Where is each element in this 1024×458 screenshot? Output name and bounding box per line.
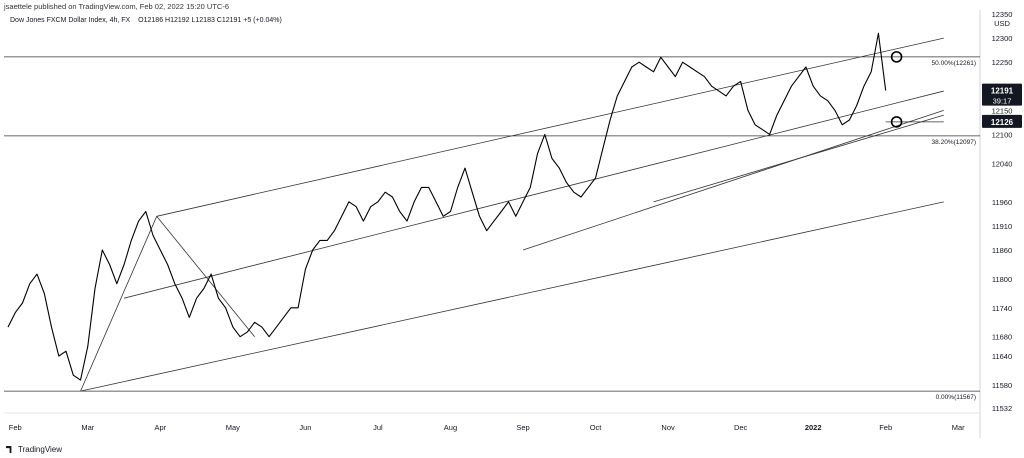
y-tick-label-3: 11680 [992, 333, 1012, 342]
price-line [7, 32, 887, 381]
y-tick-label-1: 11580 [992, 381, 1012, 390]
y-axis: USD 11532 11580 11640 11680 11740 11800 11860 11… [992, 10, 1013, 413]
footer-brand: TradingView [18, 445, 63, 454]
circle-marker-1 [890, 116, 903, 128]
y-tick-label-0: 11532 [992, 404, 1012, 413]
y-tick-label-12: 12250 [992, 58, 1013, 67]
fib-level-label-0: 50.00%(12261) [932, 60, 976, 67]
x-tick-label-10: Dec [734, 423, 748, 432]
x-tick-label-11: 2022 [805, 423, 822, 432]
symbol-name: Dow Jones FXCM Dollar Index, 4h, FX [10, 17, 131, 24]
x-tick-label-13: Mar [952, 423, 965, 432]
x-tick-label-1: Mar [81, 423, 94, 432]
footer: TradingView [6, 445, 62, 454]
y-tick-label-2: 11640 [992, 352, 1012, 361]
y-tick-label-10: 12100 [992, 130, 1013, 139]
x-tick-label-4: Jun [299, 423, 311, 432]
y-tick-label-6: 11860 [992, 246, 1012, 255]
circle-marker-0 [890, 51, 903, 63]
y-tick-label-11: 12150 [992, 106, 1013, 115]
trendline-2 [156, 37, 944, 217]
price-series [7, 32, 887, 381]
trendlines [80, 37, 944, 392]
trendline-6 [653, 114, 944, 203]
x-tick-label-9: Nov [661, 423, 675, 432]
y-tick-label-13: 12300 [992, 34, 1013, 43]
y-axis-currency: USD [994, 19, 1010, 28]
x-tick-label-0: Feb [9, 423, 22, 432]
circle-markers [890, 51, 903, 128]
fib-level-label-1: 38.20%(12097) [932, 139, 976, 146]
price-badge-1 [982, 114, 1022, 128]
price-badge-countdown-0: 39:17 [993, 97, 1012, 106]
trendline-1 [80, 216, 158, 392]
x-axis: Feb Mar Apr May Jun Jul Aug Sep Oct Nov Dec 2022 Feb… [9, 423, 965, 432]
price-badge-label-1: 12126 [991, 118, 1014, 127]
x-tick-label-2: Apr [154, 423, 166, 432]
y-tick-label-5: 11800 [992, 275, 1012, 284]
y-tick-label-8: 11960 [992, 198, 1012, 207]
y-tick-label-7: 11910 [992, 222, 1012, 231]
fib-level-label-2: 0.00%(11567) [936, 394, 976, 401]
y-tick-label-4: 11740 [992, 304, 1012, 313]
x-tick-label-12: Feb [879, 423, 892, 432]
x-tick-label-7: Sep [516, 423, 529, 432]
trendline-5 [522, 109, 944, 251]
price-badge-label-0: 12191 [991, 87, 1014, 96]
x-tick-label-5: Jul [373, 423, 383, 432]
ohlc-values: O12186 H12192 L12183 C12191 +5 (+0.04%) [138, 17, 282, 24]
fib-levels: 50.00%(12261) 38.20%(12097) 0.00%(11567) [4, 56, 980, 401]
tradingview-logo-icon [6, 446, 12, 453]
price-badge-0 [982, 83, 1022, 106]
y-tick-label-14: 12350 [992, 10, 1013, 19]
x-tick-label-8: Oct [590, 423, 603, 432]
x-tick-label-6: Aug [444, 423, 457, 432]
trendline-0 [80, 201, 944, 392]
x-tick-label-3: May [226, 423, 240, 432]
y-tick-label-9: 12040 [992, 159, 1013, 168]
trendline-4 [156, 216, 255, 337]
symbol-info: Dow Jones FXCM Dollar Index, 4h, FX O121… [10, 17, 282, 24]
trendline-3 [123, 90, 944, 299]
publisher-line: jsaettele published on TradingView.com, … [4, 2, 229, 11]
